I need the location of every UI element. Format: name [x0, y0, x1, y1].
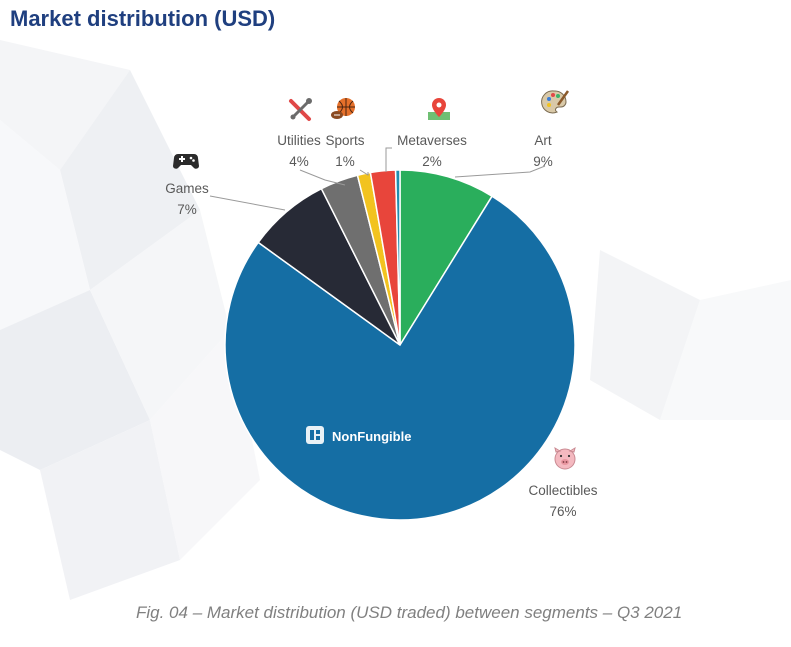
map-pin-icon — [428, 98, 450, 120]
leader-line-metaverses — [385, 147, 392, 172]
label-name-art: Art — [534, 133, 552, 148]
pie-slice-other — [394, 169, 401, 346]
label-value-sports: 1% — [335, 154, 355, 169]
segment-icons — [173, 90, 576, 470]
label-value-art: 9% — [533, 154, 553, 169]
leader-line-sports — [359, 169, 369, 176]
leader-line-games — [209, 195, 286, 211]
label-name-collectibles: Collectibles — [528, 483, 597, 498]
pie-slices — [224, 169, 576, 521]
pie-slice-art — [399, 169, 494, 348]
watermark-text: NonFungible — [332, 429, 411, 444]
label-value-utilities: 4% — [289, 154, 309, 169]
sports-balls-icon — [331, 98, 355, 119]
label-name-metaverses: Metaverses — [397, 133, 467, 148]
label-name-utilities: Utilities — [277, 133, 321, 148]
tools-icon — [289, 98, 312, 121]
leader-line-art — [454, 165, 546, 178]
label-name-games: Games — [165, 181, 209, 196]
label-value-games: 7% — [177, 202, 197, 217]
label-name-sports: Sports — [325, 133, 364, 148]
label-value-collectibles: 76% — [549, 504, 576, 519]
nonfungible-logo-icon — [306, 426, 324, 444]
label-value-metaverses: 2% — [422, 154, 442, 169]
page-title: Market distribution (USD) — [10, 6, 276, 31]
palette-icon — [541, 90, 570, 114]
figure-caption: Fig. 04 – Market distribution (USD trade… — [136, 603, 683, 622]
leader-lines — [209, 147, 546, 211]
nonfungible-watermark: NonFungible — [306, 426, 411, 444]
pig-icon — [554, 446, 576, 470]
gamepad-icon — [173, 154, 199, 169]
leader-line-utilities — [299, 169, 346, 186]
pie-labels: Art 9% Collectibles 76% Games 7% Utilities 4% Sp… — [165, 133, 598, 519]
